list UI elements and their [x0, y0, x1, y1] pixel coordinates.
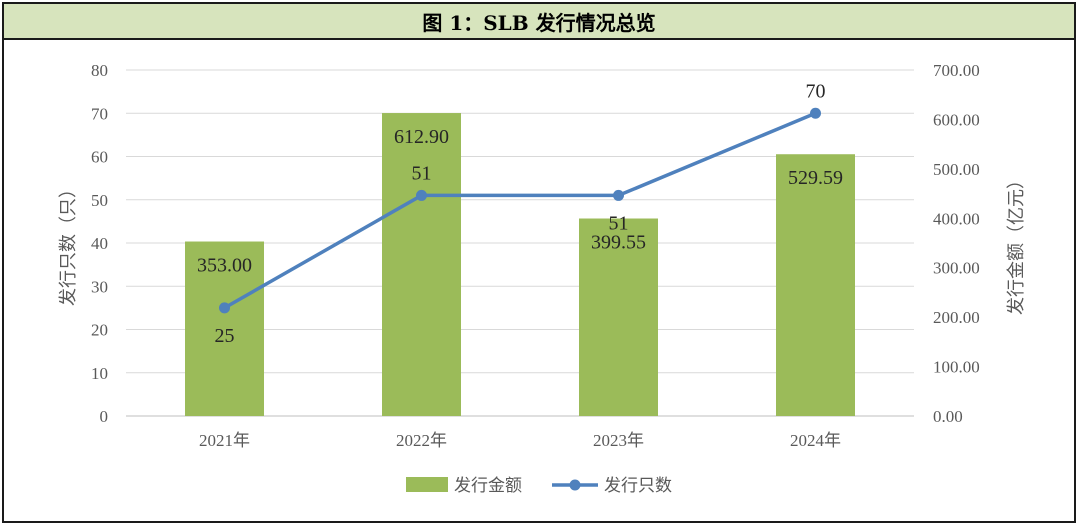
y-right-tick-label: 700.00 — [933, 61, 980, 80]
y-left-tick-label: 20 — [91, 321, 108, 340]
legend-swatch-marker — [569, 479, 581, 491]
line-point — [219, 302, 230, 314]
x-tick-label: 2023年 — [593, 431, 644, 450]
line-data-label: 51 — [412, 162, 432, 184]
bar-data-label: 612.90 — [394, 126, 449, 148]
y-right-tick-label: 500.00 — [933, 160, 980, 179]
x-tick-label: 2021年 — [199, 431, 250, 450]
bar-data-label: 529.59 — [788, 167, 843, 189]
bar — [776, 154, 855, 416]
bar-data-label: 353.00 — [197, 255, 252, 277]
legend-label-line: 发行只数 — [604, 476, 672, 496]
bar — [382, 113, 461, 417]
y-right-tick-label: 300.00 — [933, 259, 980, 278]
y-left-tick-label: 60 — [91, 148, 108, 167]
line-data-label: 51 — [609, 212, 629, 234]
y-left-tick-label: 0 — [100, 407, 109, 426]
line-point — [613, 189, 624, 201]
chart-title: 图 1：SLB 发行情况总览 — [422, 10, 656, 35]
y-left-axis-title: 发行只数（只） — [58, 180, 79, 306]
legend-label-bar: 发行金额 — [454, 476, 522, 496]
y-right-tick-label: 200.00 — [933, 308, 980, 327]
y-left-tick-label: 80 — [91, 61, 108, 80]
line-data-label: 70 — [806, 80, 826, 102]
y-left-tick-label: 70 — [91, 104, 108, 123]
line-data-label: 25 — [215, 325, 235, 347]
line-series — [223, 111, 817, 310]
bar-data-label: 399.55 — [591, 232, 646, 254]
y-left-tick-label: 50 — [91, 191, 108, 210]
x-tick-label: 2024年 — [790, 431, 841, 450]
y-left-tick-label: 10 — [91, 364, 108, 383]
y-right-tick-label: 600.00 — [933, 110, 980, 129]
title-bar: 图 1：SLB 发行情况总览 — [4, 4, 1074, 40]
line-point — [416, 189, 427, 201]
y-right-tick-label: 400.00 — [933, 209, 980, 228]
bar — [185, 241, 264, 416]
x-tick-label: 2022年 — [396, 431, 447, 450]
bar — [579, 218, 658, 416]
y-left-tick-label: 40 — [91, 234, 108, 253]
y-left-tick-label: 30 — [91, 277, 108, 296]
y-right-tick-label: 0.00 — [933, 407, 963, 426]
line-point — [810, 107, 821, 119]
y-right-tick-label: 100.00 — [933, 358, 980, 377]
legend-swatch-bar — [406, 477, 448, 492]
y-right-axis-title: 发行金额（亿元） — [1006, 171, 1027, 315]
